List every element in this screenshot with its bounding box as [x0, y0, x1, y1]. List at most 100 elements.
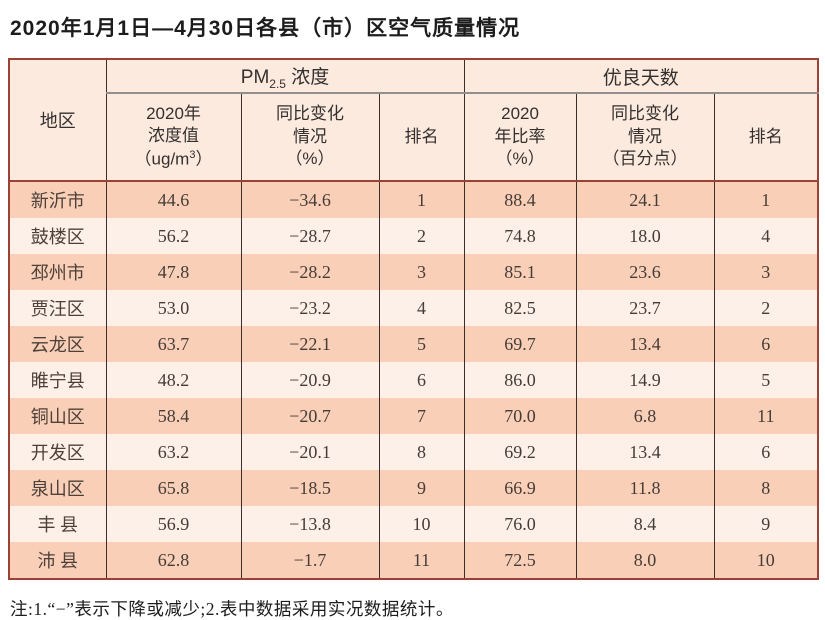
- cell-pm-value: 63.7: [105, 326, 242, 362]
- column-header-ratio-rank: 排名: [713, 93, 819, 182]
- table-row: 丰 县 56.9 −13.8 10 76.0 8.4 9: [8, 506, 819, 542]
- cell-region: 沛 县: [8, 542, 107, 579]
- table-row: 云龙区 63.7 −22.1 5 69.7 13.4 6: [8, 326, 819, 362]
- cell-ratio: 69.7: [463, 326, 577, 362]
- cell-ratio: 76.0: [463, 506, 577, 542]
- table-body: 新沂市 44.6 −34.6 1 88.4 24.1 1 鼓楼区 56.2 −2…: [8, 181, 819, 579]
- region-header-label: 地区: [39, 111, 76, 131]
- cell-ratio-rank: 2: [713, 290, 819, 326]
- cell-ratio-rank: 6: [713, 326, 819, 362]
- cell-ratio: 72.5: [463, 542, 577, 579]
- cell-ratio-rank: 5: [713, 362, 819, 398]
- cell-pm-value: 53.0: [105, 290, 242, 326]
- ratio-change-line1: 同比变化: [611, 104, 680, 124]
- ratio-change-line2: 情况: [628, 126, 663, 146]
- cell-pm-rank: 6: [378, 362, 465, 398]
- table-row: 贾汪区 53.0 −23.2 4 82.5 23.7 2: [8, 290, 819, 326]
- page-title: 2020年1月1日—4月30日各县（市）区空气质量情况: [10, 17, 521, 40]
- cell-pm-value: 56.2: [105, 218, 242, 254]
- pm-value-line1: 2020年: [146, 104, 201, 124]
- cell-ratio: 88.4: [463, 181, 577, 218]
- cell-ratio: 70.0: [463, 398, 577, 434]
- table-row: 鼓楼区 56.2 −28.7 2 74.8 18.0 4: [8, 218, 819, 254]
- ratio-line2: 年比率: [494, 126, 546, 146]
- pm-change-line2: 情况: [293, 126, 327, 146]
- column-header-ratio: 2020 年比率 （%）: [463, 93, 577, 182]
- cell-ratio-rank: 9: [713, 506, 819, 542]
- cell-ratio-rank: 10: [713, 542, 819, 579]
- table-row: 邳州市 47.8 −28.2 3 85.1 23.6 3: [8, 254, 819, 290]
- cell-ratio-rank: 6: [713, 434, 819, 470]
- table-row: 新沂市 44.6 −34.6 1 88.4 24.1 1: [8, 181, 819, 218]
- pm-value-line2: 浓度值: [148, 126, 199, 146]
- air-quality-table: 地区 PM2.5 浓度 优良天数 2020年 浓度值 （ug/m3） 同比变化 …: [8, 58, 820, 580]
- cell-pm-rank: 2: [378, 218, 465, 254]
- cell-ratio-change: 8.4: [575, 506, 715, 542]
- sub-header-row: 2020年 浓度值 （ug/m3） 同比变化 情况 （%） 排名 2020 年比…: [9, 93, 819, 182]
- cell-pm-value: 58.4: [105, 398, 242, 434]
- table-row: 睢宁县 48.2 −20.9 6 86.0 14.9 5: [8, 362, 819, 398]
- cell-pm-change: −22.1: [240, 326, 380, 362]
- cell-pm-change: −28.7: [240, 218, 380, 254]
- cell-ratio: 82.5: [463, 290, 577, 326]
- cell-pm-change: −18.5: [240, 470, 380, 506]
- cell-pm-rank: 3: [378, 254, 465, 290]
- pm-rank-label: 排名: [404, 126, 439, 146]
- table-row: 沛 县 62.8 −1.7 11 72.5 8.0 10: [8, 542, 819, 579]
- column-header-ratio-change: 同比变化 情况 （百分点）: [575, 93, 715, 182]
- cell-pm-rank: 1: [378, 181, 465, 218]
- cell-pm-change: −34.6: [240, 181, 380, 218]
- cell-pm-value: 47.8: [105, 254, 242, 290]
- ratio-line1: 2020: [501, 104, 539, 124]
- cell-pm-change: −28.2: [240, 254, 380, 290]
- cell-pm-rank: 8: [378, 434, 465, 470]
- cell-ratio-change: 8.0: [575, 542, 715, 579]
- cell-pm-value: 56.9: [105, 506, 242, 542]
- cell-region: 铜山区: [8, 398, 107, 434]
- cell-ratio: 66.9: [463, 470, 577, 506]
- cell-region: 开发区: [8, 434, 107, 470]
- cell-ratio-change: 6.8: [575, 398, 715, 434]
- table-row: 泉山区 65.8 −18.5 9 66.9 11.8 8: [8, 470, 819, 506]
- pm25-label-subscript: 2.5: [269, 76, 286, 91]
- cell-pm-rank: 7: [378, 398, 465, 434]
- cell-region: 邳州市: [8, 254, 107, 290]
- cell-pm-rank: 5: [378, 326, 465, 362]
- cell-ratio: 86.0: [463, 362, 577, 398]
- pm-value-unit-prefix: （ug/m: [134, 149, 190, 169]
- cell-pm-change: −20.7: [240, 398, 380, 434]
- ratio-rank-label: 排名: [748, 126, 783, 146]
- cell-pm-value: 65.8: [105, 470, 242, 506]
- cell-pm-change: −20.9: [240, 362, 380, 398]
- cell-pm-rank: 4: [378, 290, 465, 326]
- cell-region: 泉山区: [8, 470, 107, 506]
- cell-pm-change: −1.7: [240, 542, 380, 579]
- table-header: 地区 PM2.5 浓度 优良天数 2020年 浓度值 （ug/m3） 同比变化 …: [8, 59, 819, 182]
- ratio-line3: （%）: [495, 149, 545, 169]
- cell-region: 贾汪区: [8, 290, 107, 326]
- cell-pm-rank: 10: [378, 506, 465, 542]
- pm25-label-prefix: PM: [240, 66, 270, 88]
- pm25-label-suffix: 浓度: [285, 66, 330, 88]
- cell-region: 鼓楼区: [8, 218, 107, 254]
- pm-change-line1: 同比变化: [276, 104, 344, 124]
- cell-region: 睢宁县: [8, 362, 107, 398]
- pm-change-line3: （%）: [285, 149, 335, 169]
- cell-ratio-rank: 1: [713, 181, 819, 218]
- cell-ratio-rank: 8: [713, 470, 819, 506]
- good-days-label: 优良天数: [602, 67, 679, 89]
- cell-pm-change: −23.2: [240, 290, 380, 326]
- footnote: 注:1.“−”表示下降或减少;2.表中数据采用实况数据统计。: [10, 599, 454, 619]
- pm-value-unit-sup: 3: [189, 148, 196, 161]
- section-header-good-days: 优良天数: [463, 59, 819, 94]
- table-row: 铜山区 58.4 −20.7 7 70.0 6.8 11: [8, 398, 819, 434]
- pm-value-unit-suffix: ）: [195, 149, 213, 169]
- ratio-change-line3: （百分点）: [602, 149, 688, 169]
- cell-region: 云龙区: [8, 326, 107, 362]
- section-header-row: 地区 PM2.5 浓度 优良天数: [8, 59, 819, 182]
- cell-ratio-change: 14.9: [575, 362, 715, 398]
- cell-ratio-change: 23.7: [575, 290, 715, 326]
- cell-pm-value: 62.8: [105, 542, 242, 579]
- cell-pm-rank: 11: [378, 542, 465, 579]
